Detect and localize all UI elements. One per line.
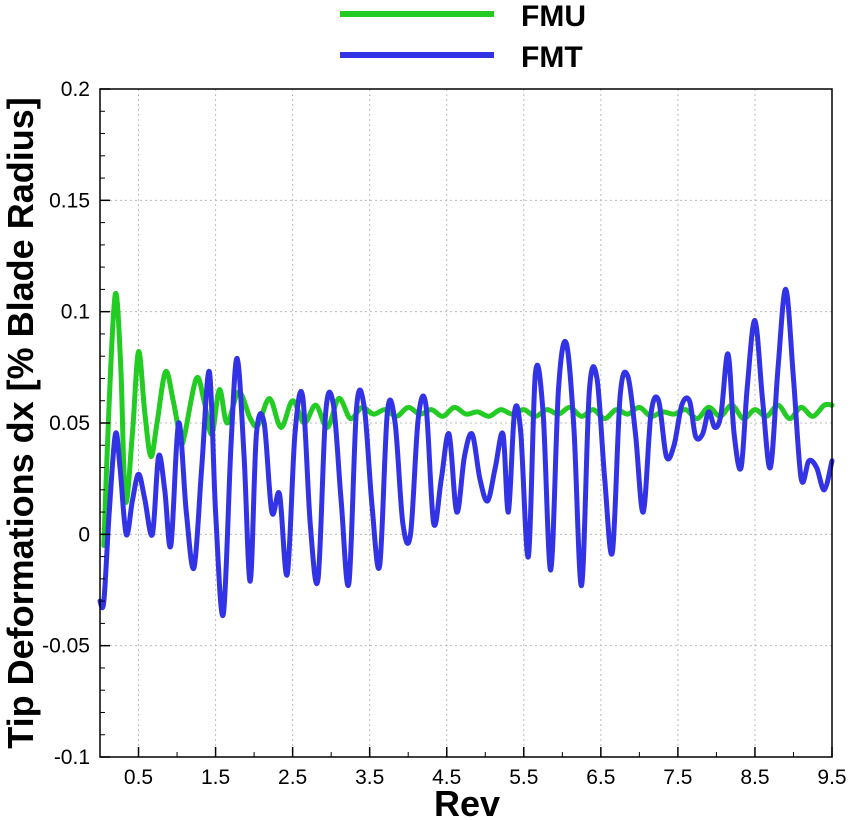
x-tick-label: 4.5 <box>432 766 461 789</box>
y-axis-label: Tip Deformations dx [% Blade Radius] <box>0 97 41 748</box>
legend: FMU FMT <box>340 0 586 74</box>
x-axis-label: Rev <box>434 783 500 820</box>
x-tick-label: 0.5 <box>124 766 153 789</box>
y-tick-label: 0.1 <box>61 301 90 324</box>
legend-label-fmt: FMT <box>521 41 583 74</box>
x-tick-label: 2.5 <box>278 766 307 789</box>
series-line-fmt <box>97 286 835 619</box>
y-tick-label: 0.05 <box>49 412 90 435</box>
series-line-fmu <box>101 291 835 548</box>
x-tick-label: 1.5 <box>201 766 230 789</box>
x-tick-label: 8.5 <box>740 766 769 789</box>
y-tick-label: 0 <box>78 523 90 546</box>
x-tick-label: 6.5 <box>586 766 615 789</box>
series-group <box>97 286 835 619</box>
x-tick-label: 9.5 <box>817 766 846 789</box>
x-tick-label: 7.5 <box>663 766 692 789</box>
y-tick-label: -0.05 <box>42 635 90 658</box>
y-tick-label: 0.15 <box>49 189 90 212</box>
legend-label-fmu: FMU <box>521 0 586 33</box>
ticks: 0.5 1.5 2.5 3.5 4.5 5.5 6.5 7.5 8.5 9.5 -0.1 -0.05 0… <box>42 78 846 789</box>
y-tick-label: -0.1 <box>54 746 90 769</box>
x-tick-label: 3.5 <box>355 766 384 789</box>
x-tick-label: 5.5 <box>509 766 538 789</box>
y-tick-label: 0.2 <box>61 78 90 101</box>
